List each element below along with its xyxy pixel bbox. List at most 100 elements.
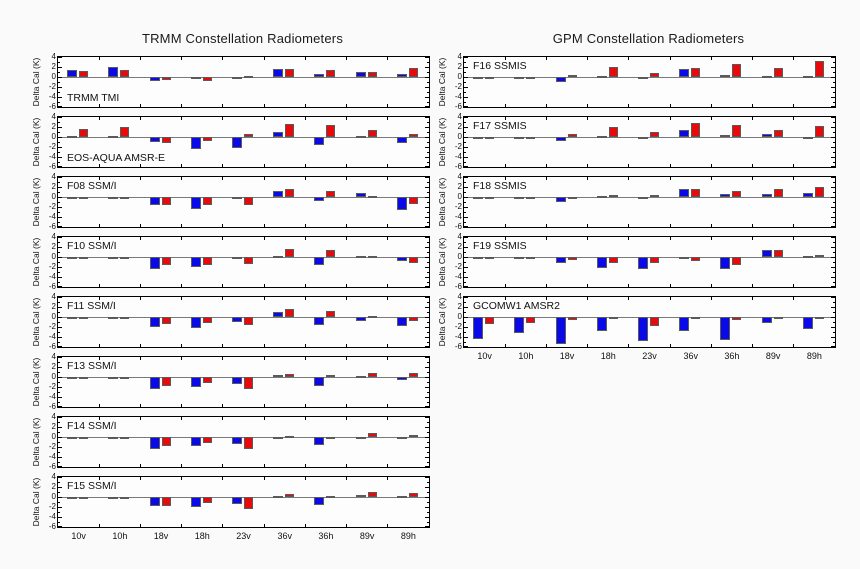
- y-major-tick: [425, 276, 429, 278]
- y-major-tick: [58, 466, 62, 467]
- y-major-tick: [831, 286, 835, 287]
- y-major-tick: [58, 436, 62, 438]
- x-boundary-tick: [98, 164, 100, 167]
- x-boundary-tick: [263, 224, 265, 227]
- bar-red-10v: [79, 437, 89, 439]
- y-major-tick: [425, 396, 429, 398]
- x-boundary-tick: [346, 357, 348, 360]
- y-major-tick: [831, 177, 835, 178]
- bar-red-89h: [814, 61, 824, 77]
- y-tick-label: -4: [454, 272, 462, 281]
- bar-red-89h: [408, 257, 418, 263]
- x-boundary-tick: [545, 344, 547, 347]
- y-major-tick: [58, 326, 62, 328]
- x-boundary-tick: [139, 357, 141, 360]
- y-major-tick: [58, 396, 62, 398]
- panel-f18-ssmis: 4 2 0 -2 -4 -6 Delta Cal (K) F18 SSMIS: [437, 173, 836, 231]
- y-axis-label: Delta Cal (K): [31, 297, 41, 347]
- y-tick-label: -6: [48, 102, 56, 111]
- y-major-tick: [58, 106, 62, 107]
- x-boundary-tick: [669, 164, 671, 167]
- x-boundary-tick: [504, 224, 506, 227]
- y-minor-tick: [58, 281, 60, 283]
- y-major-tick: [464, 57, 468, 58]
- bar-blue-18h: [596, 196, 607, 198]
- x-boundary-tick: [387, 57, 389, 60]
- bar-blue-36h: [314, 257, 325, 265]
- y-major-tick: [425, 216, 429, 218]
- y-tick-label: -4: [454, 152, 462, 161]
- x-boundary-tick: [304, 357, 306, 360]
- y-tick-label: 0: [457, 132, 462, 141]
- y-minor-tick: [58, 141, 60, 143]
- x-boundary-tick: [669, 57, 671, 60]
- bar-red-36v: [691, 188, 701, 197]
- bar-red-18h: [202, 77, 212, 81]
- bar-red-18h: [202, 377, 212, 383]
- y-axis-label: Delta Cal (K): [31, 57, 41, 107]
- y-tick-label: -6: [48, 222, 56, 231]
- x-boundary-tick: [222, 284, 224, 287]
- y-tick-label: 4: [457, 52, 462, 61]
- y-minor-tick: [464, 61, 466, 63]
- bar-red-10h: [526, 197, 536, 199]
- bar-red-36v: [285, 494, 295, 497]
- bar-red-36h: [326, 437, 336, 439]
- bar-red-89v: [773, 189, 783, 197]
- bar-red-23v: [244, 257, 253, 264]
- bar-blue-10v: [67, 69, 78, 77]
- bar-blue-36v: [273, 311, 284, 317]
- y-major-tick: [464, 156, 468, 158]
- y-tick-label: -4: [48, 392, 56, 401]
- x-boundary-tick: [710, 297, 712, 300]
- x-boundary-tick: [98, 104, 100, 107]
- x-boundary-tick: [752, 237, 754, 240]
- bar-red-23v: [244, 437, 253, 449]
- y-minor-tick: [833, 71, 835, 73]
- x-boundary-tick: [710, 104, 712, 107]
- left-column-title: TRMM Constellation Radiometers: [141, 31, 344, 46]
- bar-red-89v: [773, 130, 783, 137]
- y-minor-tick: [58, 501, 60, 503]
- y-major-tick: [464, 226, 468, 227]
- y-major-tick: [464, 326, 468, 328]
- x-boundary-tick: [387, 357, 389, 360]
- y-minor-tick: [427, 251, 429, 253]
- y-tick-label: -4: [48, 512, 56, 521]
- x-boundary-tick: [628, 237, 630, 240]
- x-boundary-tick: [504, 177, 506, 180]
- x-boundary-tick: [222, 177, 224, 180]
- bar-blue-89h: [396, 73, 407, 77]
- y-major-tick: [425, 106, 429, 107]
- y-axis-label: Delta Cal (K): [437, 177, 447, 227]
- y-minor-tick: [427, 161, 429, 163]
- bar-red-18h: [608, 317, 618, 319]
- bar-blue-89v: [761, 133, 772, 137]
- y-major-tick: [831, 66, 835, 68]
- y-major-tick: [58, 406, 62, 407]
- panel-label: F14 SSM/I: [67, 420, 117, 432]
- y-major-tick: [58, 446, 62, 448]
- bar-red-10h: [120, 127, 130, 137]
- y-major-tick: [425, 406, 429, 407]
- y-tick-label: 2: [51, 362, 56, 371]
- y-major-tick: [425, 357, 429, 358]
- y-tick-label: -2: [48, 382, 56, 391]
- y-axis-label: Delta Cal (K): [437, 237, 447, 287]
- x-boundary-tick: [98, 417, 100, 420]
- x-tick-label-89v: 89v: [765, 351, 781, 361]
- bar-blue-23v: [638, 77, 648, 79]
- bar-blue-89h: [396, 197, 407, 210]
- x-boundary-tick: [710, 177, 712, 180]
- y-major-tick: [425, 446, 429, 448]
- y-major-tick: [58, 366, 62, 368]
- y-minor-tick: [464, 281, 466, 283]
- x-boundary-tick: [222, 224, 224, 227]
- y-major-tick: [58, 237, 62, 238]
- zero-line: [58, 196, 429, 198]
- bar-blue-10v: [67, 497, 78, 499]
- bar-blue-89v: [761, 193, 772, 197]
- y-major-tick: [464, 136, 468, 138]
- zero-line: [58, 316, 429, 318]
- y-major-tick: [58, 417, 62, 418]
